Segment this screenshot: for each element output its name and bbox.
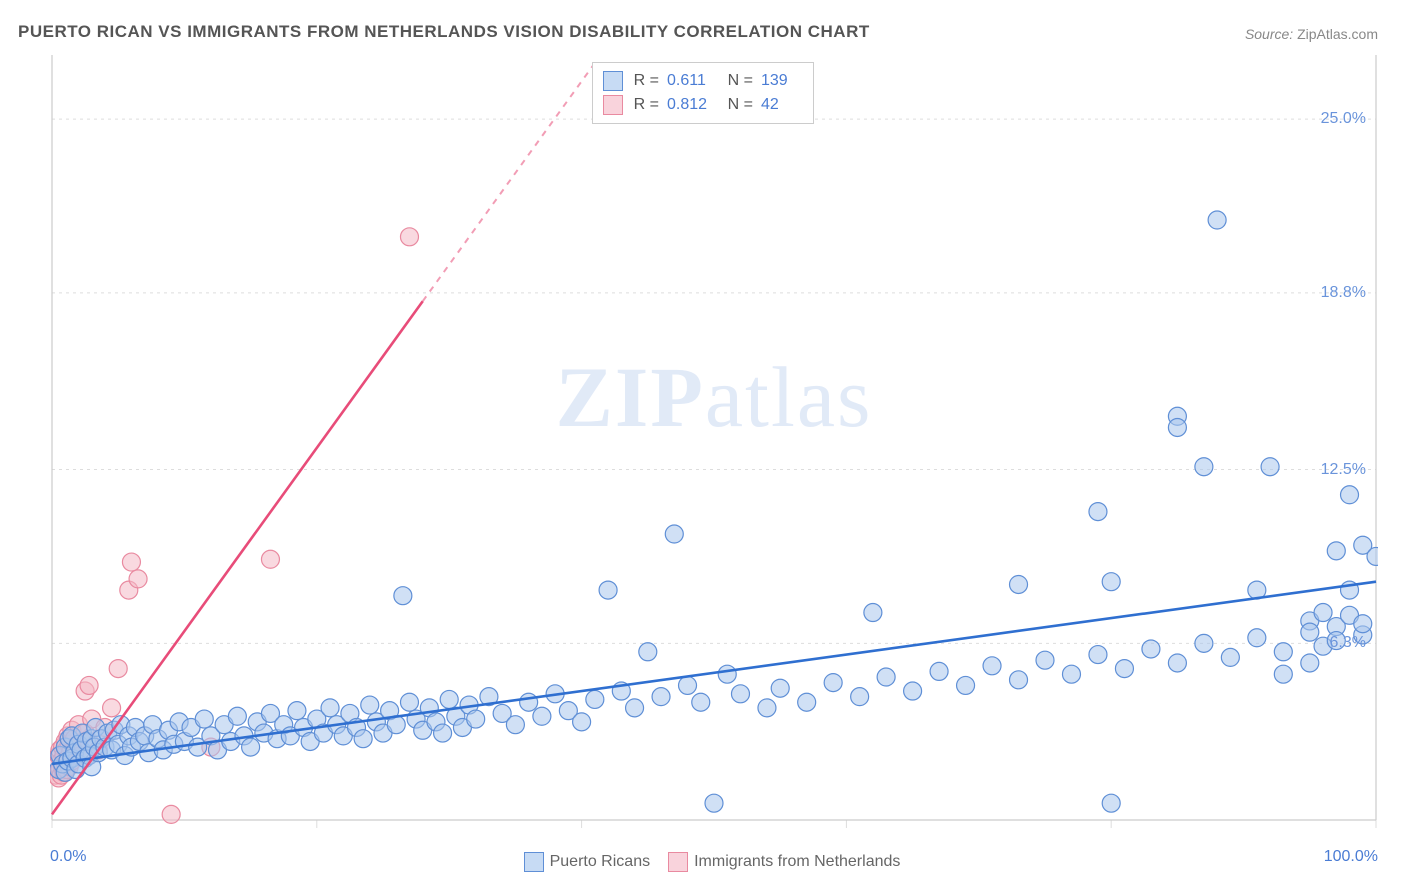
info-box-r-label: R = <box>631 93 659 117</box>
y-axis-tick-label: 6.3% <box>1330 634 1366 652</box>
scatter-plot-svg <box>50 55 1378 832</box>
source-value: ZipAtlas.com <box>1297 26 1378 42</box>
source-attribution: Source: ZipAtlas.com <box>1245 26 1378 42</box>
info-box-n-value: 42 <box>761 93 799 117</box>
legend-series-label: Immigrants from Netherlands <box>694 853 900 870</box>
chart-title: PUERTO RICAN VS IMMIGRANTS FROM NETHERLA… <box>18 22 870 42</box>
legend-swatch <box>524 852 544 872</box>
y-axis-tick-label: 12.5% <box>1321 461 1366 479</box>
series-legend: Puerto Ricans Immigrants from Netherlands <box>0 852 1406 872</box>
info-box-row: R = 0.611 N = 139 <box>603 69 799 93</box>
info-box-n-value: 139 <box>761 69 799 93</box>
info-box-row: R = 0.812 N = 42 <box>603 93 799 117</box>
info-box-r-value: 0.611 <box>667 69 717 93</box>
info-box-r-value: 0.812 <box>667 93 717 117</box>
y-axis-tick-label: 18.8% <box>1321 284 1366 302</box>
info-box-n-label: N = <box>725 93 753 117</box>
chart-container: PUERTO RICAN VS IMMIGRANTS FROM NETHERLA… <box>0 0 1406 892</box>
y-axis-tick-label: 25.0% <box>1321 110 1366 128</box>
plot-area: ZIPatlas 6.3%12.5%18.8%25.0% <box>50 55 1378 832</box>
source-label: Source: <box>1245 26 1297 42</box>
info-box-swatch <box>603 71 623 91</box>
correlation-info-box: R = 0.611 N = 139 R = 0.812 N = 42 <box>592 62 814 124</box>
legend-series-label: Puerto Ricans <box>550 853 651 870</box>
info-box-r-label: R = <box>631 69 659 93</box>
info-box-swatch <box>603 95 623 115</box>
legend-swatch <box>668 852 688 872</box>
info-box-n-label: N = <box>725 69 753 93</box>
